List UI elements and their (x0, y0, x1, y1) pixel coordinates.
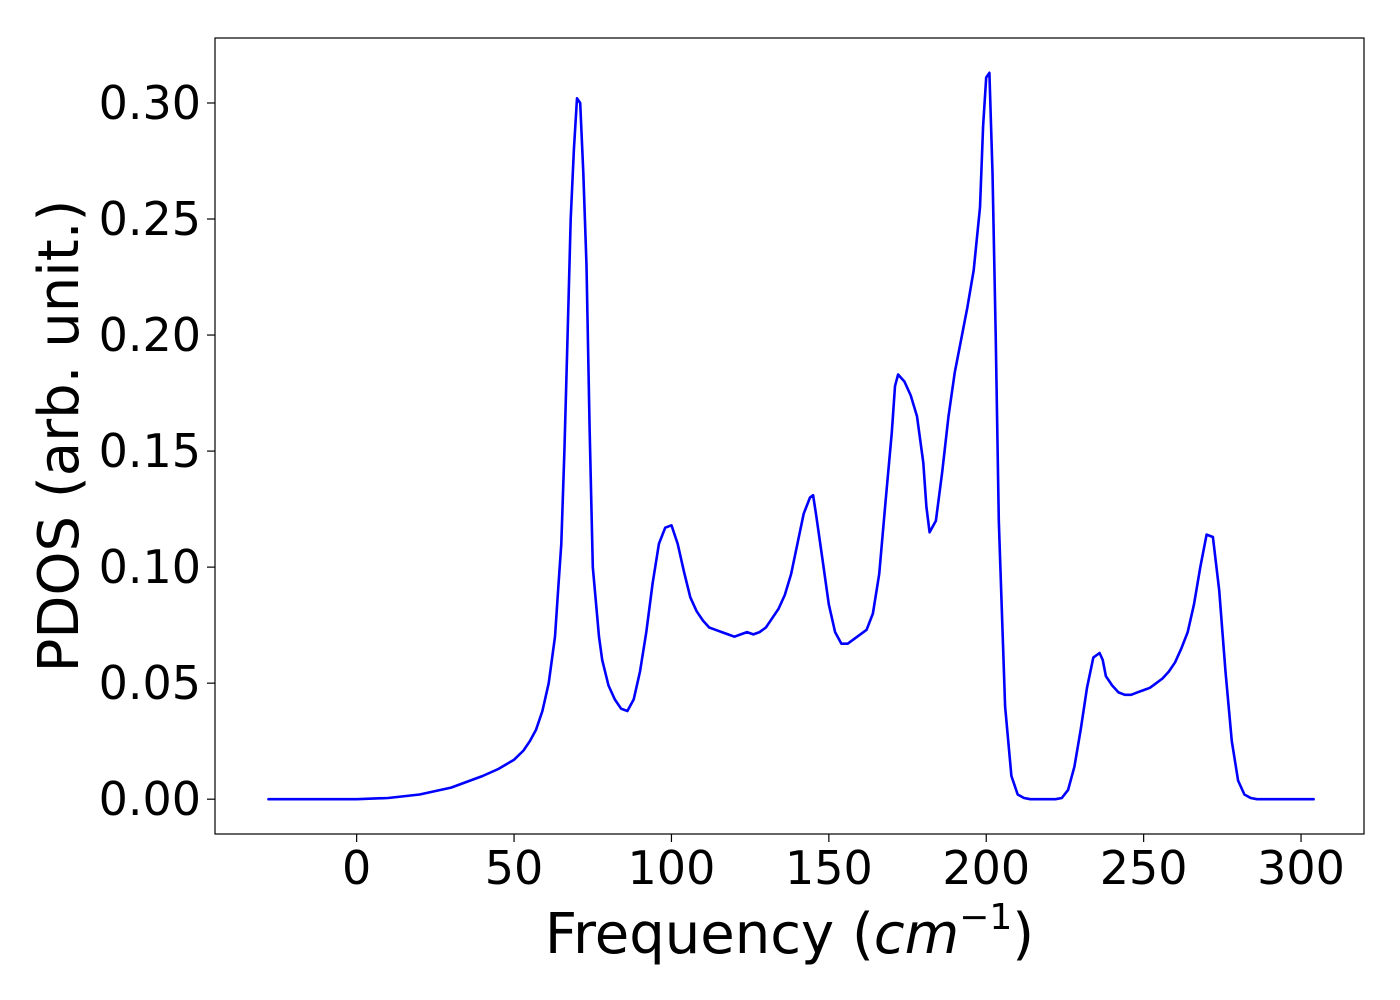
y-tick-label: 0.20 (99, 308, 201, 362)
y-tick-label: 0.10 (99, 540, 201, 594)
x-tick-label: 50 (485, 841, 544, 895)
y-axis-label: PDOS (arb. unit.) (27, 200, 92, 673)
y-tick-label: 0.05 (99, 656, 201, 710)
y-tick-label: 0.30 (99, 76, 201, 130)
x-axis-label: Frequency (cm−1) (545, 897, 1034, 967)
y-tick-label: 0.25 (99, 192, 201, 246)
y-tick-label: 0.00 (99, 772, 201, 826)
x-tick-label: 0 (342, 841, 371, 895)
x-axis-label-unit: cm (874, 902, 959, 967)
x-axis-label-main: Frequency ( (545, 902, 874, 967)
x-tick-label: 100 (628, 841, 716, 895)
y-axis: 0.00 0.05 0.10 0.15 0.20 0.25 0.30 (99, 76, 215, 826)
x-axis-label-exponent: −1 (959, 897, 1012, 938)
x-axis-label-end: ) (1012, 902, 1034, 967)
pdos-series-line (267, 71, 1315, 801)
x-axis: 0 50 100 150 200 250 300 (342, 834, 1345, 895)
x-tick-label: 250 (1100, 841, 1188, 895)
plot-frame (214, 37, 1365, 835)
y-tick-label: 0.15 (99, 424, 201, 478)
x-tick-label: 200 (942, 841, 1030, 895)
x-tick-label: 150 (785, 841, 873, 895)
x-tick-label: 300 (1257, 841, 1345, 895)
plot-area (267, 71, 1315, 801)
